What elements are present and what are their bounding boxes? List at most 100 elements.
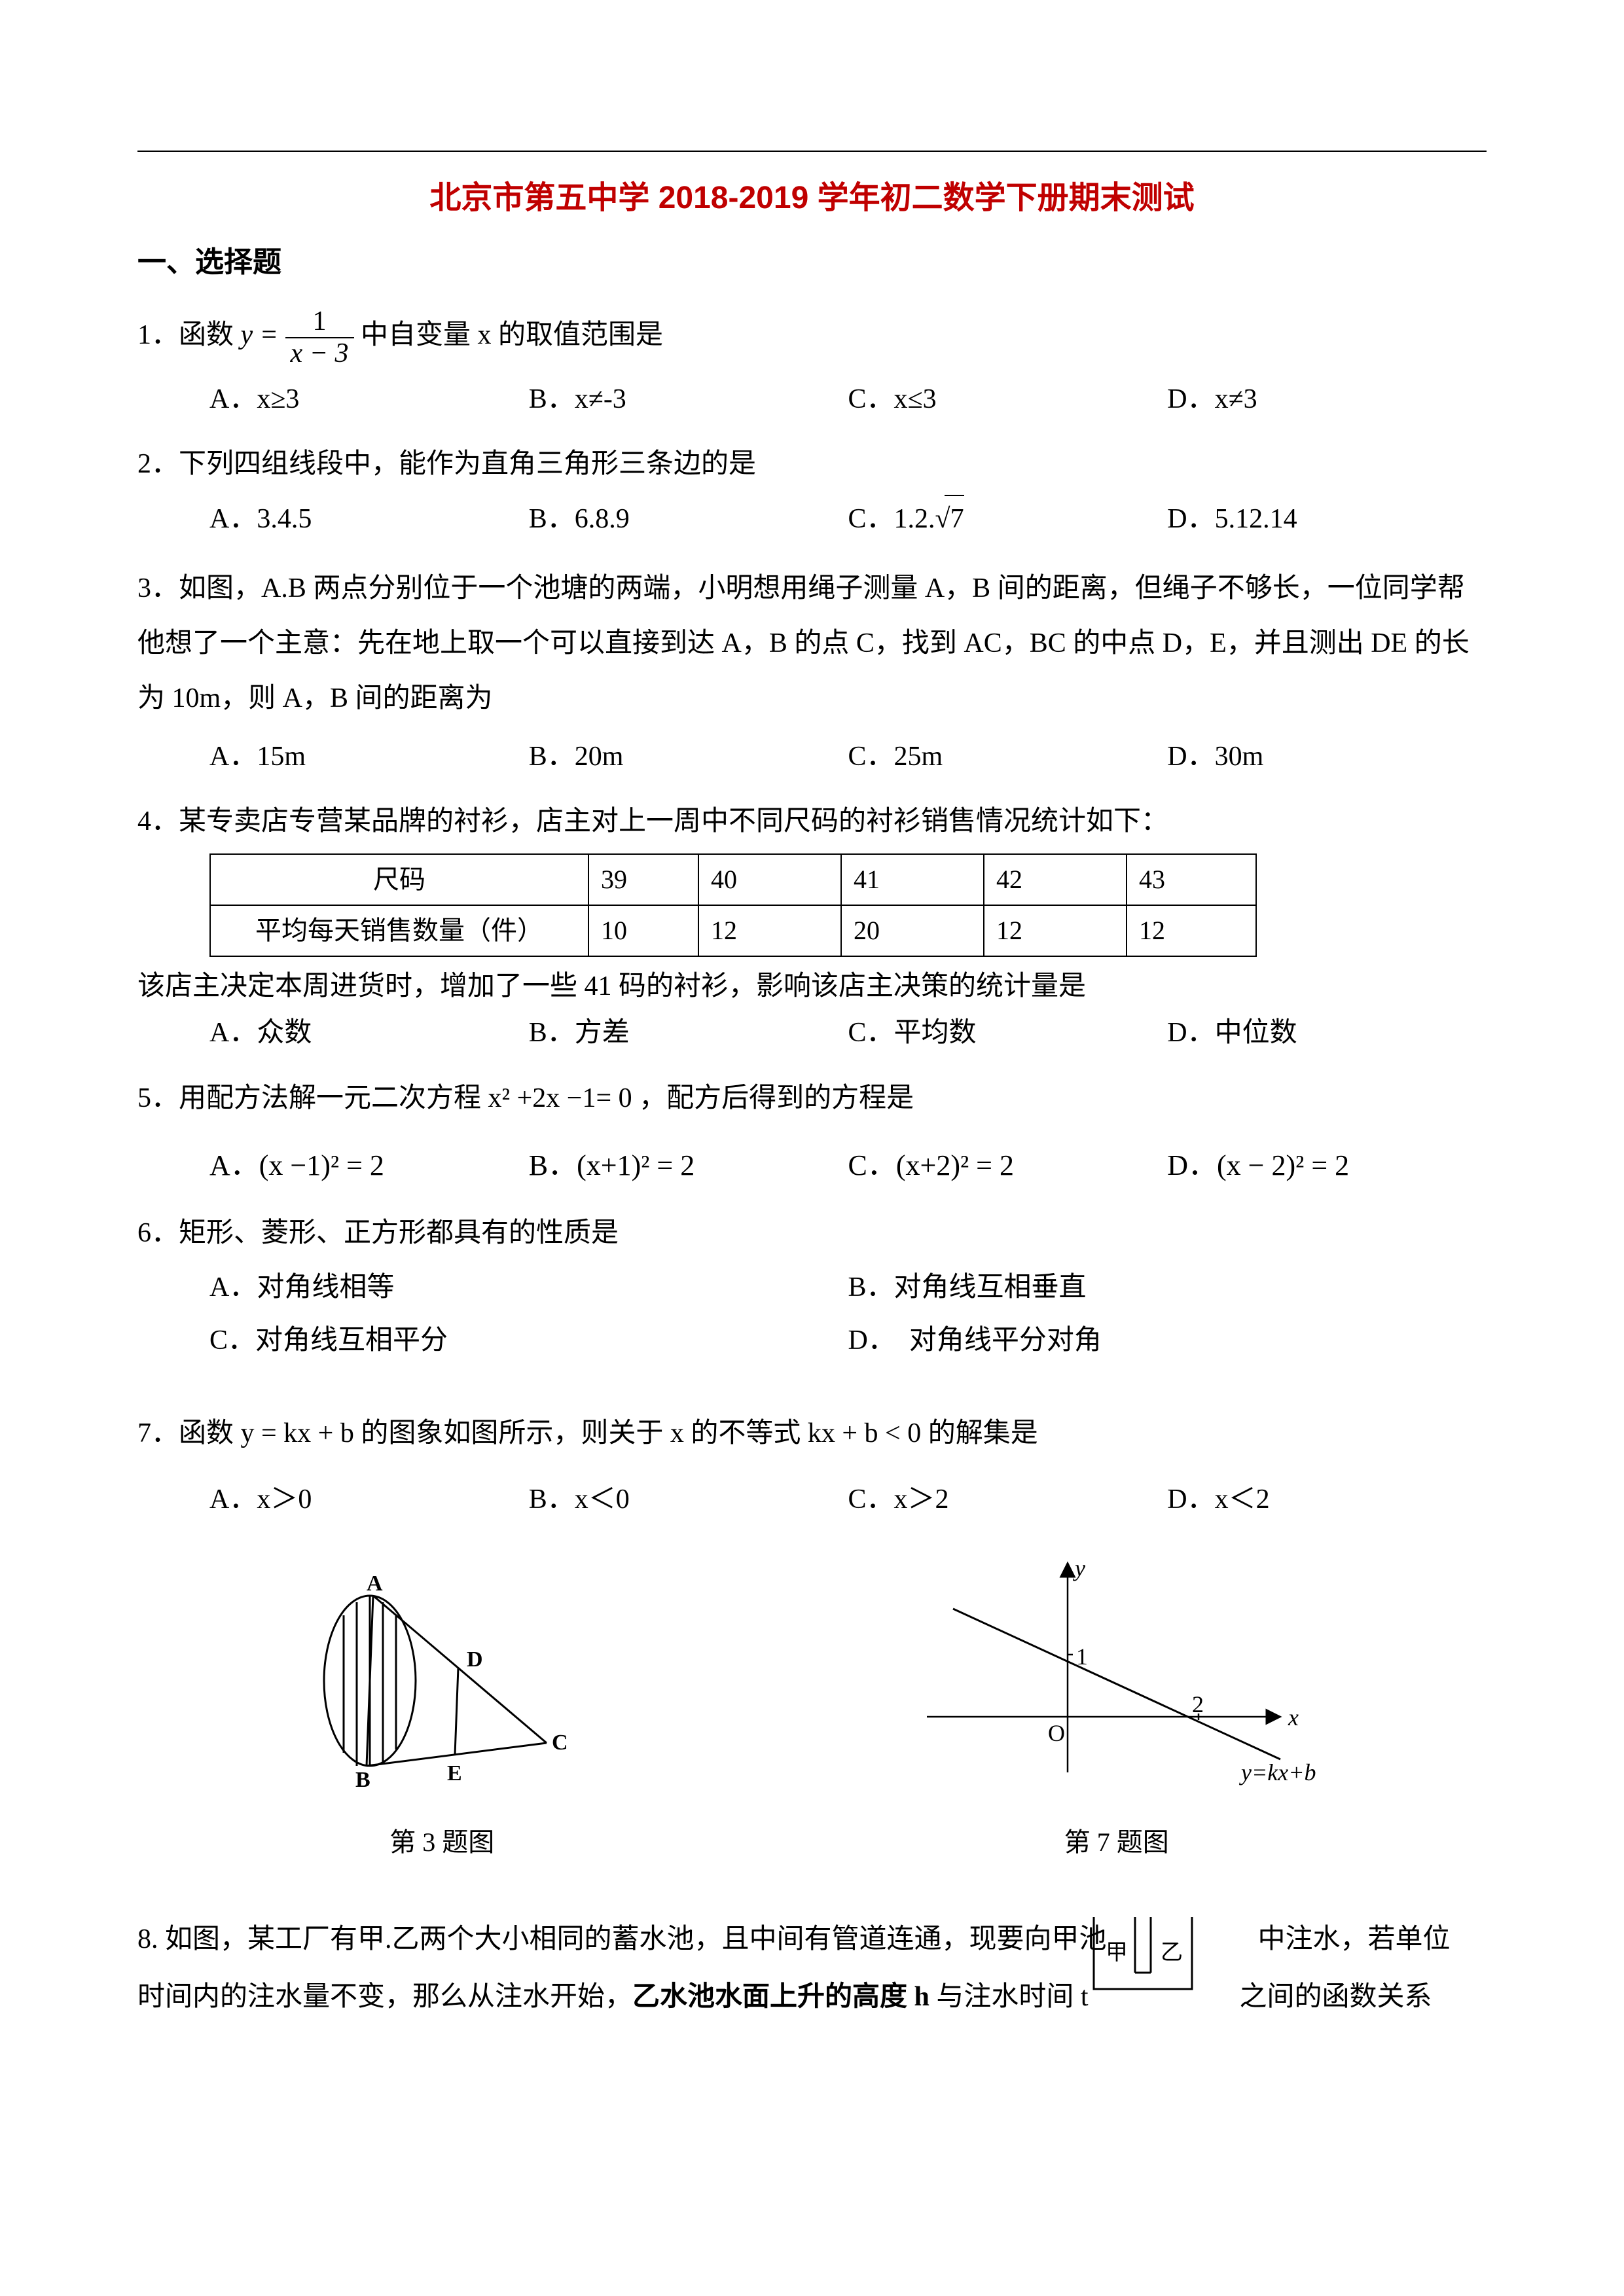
q4-r1c6: 43 (1127, 854, 1256, 905)
fig3-label-c: C (552, 1731, 568, 1755)
fig7-container: y x O 1 2 y=kx+b 第 7 题图 (914, 1550, 1320, 1865)
q6-opt-a: A．对角线相等 (209, 1265, 848, 1311)
q1-y: y (241, 320, 253, 350)
q2-opt-d: D．5.12.14 (1167, 496, 1487, 543)
q5-opt-b: B．(x+1)² = 2 (529, 1141, 848, 1191)
q4-r2c3: 12 (698, 905, 841, 956)
q1-fraction: 1 x − 3 (285, 306, 354, 368)
section-heading: 一、选择题 (137, 238, 1487, 287)
q1-den: x − 3 (285, 338, 354, 368)
q8-l2-pre: 时间内的注水量不变，那么从注水开始，乙水池水面上升的高度 h 与注水时间 t (137, 1982, 1089, 2012)
q7-opt-b: B．x＜0 (529, 1477, 848, 1523)
fig7-label-o: O (1048, 1720, 1065, 1746)
question-4: 4．某专卖店专营某品牌的衬衫，店主对上一周中不同尺码的衬衫销售情况统计如下： 尺… (137, 798, 1487, 1056)
q1-eq: = (260, 320, 285, 350)
q6-stem: 6．矩形、菱形、正方形都具有的性质是 (137, 1210, 1487, 1257)
q7-stem: 7．函数 y = kx + b 的图象如图所示，则关于 x 的不等式 kx + … (137, 1410, 1487, 1457)
q1-opt-d: D．x≠3 (1167, 376, 1487, 423)
q6-opt-d: D． 对角线平分对角 (848, 1318, 1487, 1364)
q3-opt-c: C．25m (848, 734, 1168, 780)
q4-r2c2: 10 (588, 905, 698, 956)
page-title: 北京市第五中学 2018-2019 学年初二数学下册期末测试 (137, 171, 1487, 225)
q3-stem: 3．如图，A.B 两点分别位于一个池塘的两端，小明想用绳子测量 A，B 间的距离… (137, 561, 1487, 726)
question-6: 6．矩形、菱形、正方形都具有的性质是 A．对角线相等 B．对角线互相垂直 C．对… (137, 1210, 1487, 1371)
q2-opt-b: B．6.8.9 (529, 496, 848, 543)
q7-options: A．x＞0 B．x＜0 C．x＞2 D．x＜2 (137, 1477, 1487, 1523)
q1-opt-b: B．x≠-3 (529, 376, 848, 423)
q1-opt-a: A．x≥3 (209, 376, 529, 423)
q8-l1-pre: 8. 如图，某工厂有甲.乙两个大小相同的蓄水池，且中间有管道连通，现要向甲池 (137, 1924, 1107, 1954)
question-5: 5．用配方法解一元二次方程 x² +2x −1= 0 ，配方后得到的方程是 A．… (137, 1075, 1487, 1191)
q4-stem: 4．某专卖店专营某品牌的衬衫，店主对上一周中不同尺码的衬衫销售情况统计如下： (137, 798, 1487, 845)
q5-opt-a: A．(x −1)² = 2 (209, 1141, 529, 1191)
q3-opt-a: A．15m (209, 734, 529, 780)
q5-opt-c: C．(x+2)² = 2 (848, 1141, 1168, 1191)
figure-3: A B C D E (304, 1576, 579, 1792)
q4-r1c1: 尺码 (210, 854, 588, 905)
q6-options: A．对角线相等 B．对角线互相垂直 C．对角线互相平分 D． 对角线平分对角 (137, 1265, 1487, 1371)
q3-opt-b: B．20m (529, 734, 848, 780)
q6-opt-b: B．对角线互相垂直 (848, 1265, 1487, 1311)
q4-opt-d: D．中位数 (1167, 1010, 1487, 1056)
q4-table: 尺码 39 40 41 42 43 平均每天销售数量（件） 10 12 20 1… (209, 853, 1257, 957)
q2-opt-a: A．3.4.5 (209, 496, 529, 543)
q1-options: A．x≥3 B．x≠-3 C．x≤3 D．x≠3 (137, 376, 1487, 423)
question-7: 7．函数 y = kx + b 的图象如图所示，则关于 x 的不等式 kx + … (137, 1410, 1487, 1524)
question-2: 2．下列四组线段中，能作为直角三角形三条边的是 A．3.4.5 B．6.8.9 … (137, 441, 1487, 543)
q4-r2c6: 12 (1127, 905, 1256, 956)
q5-opt-d: D．(x − 2)² = 2 (1167, 1141, 1487, 1191)
q1-opt-c: C．x≤3 (848, 376, 1168, 423)
q4-opt-a: A．众数 (209, 1010, 529, 1056)
q4-r1c5: 42 (984, 854, 1127, 905)
q4-r2c1: 平均每天销售数量（件） (210, 905, 588, 956)
q4-r2c5: 12 (984, 905, 1127, 956)
q3-options: A．15m B．20m C．25m D．30m (137, 734, 1487, 780)
q8-pool-left: 甲 (1106, 1941, 1128, 1965)
q4-r1c4: 41 (841, 854, 984, 905)
fig3-container: A B C D E 第 3 题图 (304, 1576, 579, 1865)
fig3-caption: 第 3 题图 (304, 1820, 579, 1865)
q5-stem: 5．用配方法解一元二次方程 x² +2x −1= 0 ，配方后得到的方程是 (137, 1075, 1487, 1122)
q2-c-sqrt: √7 (935, 504, 964, 534)
q1-post: 中自变量 x 的取值范围是 (361, 320, 663, 350)
q7-opt-c: C．x＞2 (848, 1477, 1168, 1523)
figure-7: y x O 1 2 y=kx+b (914, 1550, 1320, 1792)
q4-r1c2: 39 (588, 854, 698, 905)
q8-pool-right: 乙 (1161, 1941, 1183, 1965)
q5-options: A．(x −1)² = 2 B．(x+1)² = 2 C．(x+2)² = 2 … (137, 1141, 1487, 1191)
q2-c-pre: C．1.2. (848, 504, 935, 534)
q1-num: 1 (285, 306, 354, 338)
q2-options: A．3.4.5 B．6.8.9 C．1.2.√7 D．5.12.14 (137, 496, 1487, 543)
q6-opt-c: C．对角线互相平分 (209, 1318, 848, 1364)
question-1: 1．函数 y = 1 x − 3 中自变量 x 的取值范围是 A．x≥3 B．x… (137, 306, 1487, 423)
question-8: 甲 乙 8. 如图，某工厂有甲.乙两个大小相同的蓄水池，且中间有管道连通，现要向… (137, 1910, 1487, 2026)
table-row: 尺码 39 40 41 42 43 (210, 854, 1256, 905)
q8-diagram: 甲 乙 (1087, 1910, 1199, 2017)
q4-opt-c: C．平均数 (848, 1010, 1168, 1056)
q8-text: 8. 如图，某工厂有甲.乙两个大小相同的蓄水池，且中间有管道连通，现要向甲池 中… (137, 1910, 1487, 2026)
q2-stem: 2．下列四组线段中，能作为直角三角形三条边的是 (137, 441, 1487, 488)
fig7-caption: 第 7 题图 (914, 1820, 1320, 1865)
fig7-label-x: x (1288, 1704, 1299, 1731)
fig7-label-y: y (1073, 1555, 1085, 1581)
fig3-label-e: E (447, 1761, 462, 1785)
q1-stem: 1．函数 y = 1 x − 3 中自变量 x 的取值范围是 (137, 306, 1487, 368)
fig3-label-a: A (367, 1576, 383, 1596)
q4-options: A．众数 B．方差 C．平均数 D．中位数 (137, 1010, 1487, 1056)
table-row: 平均每天销售数量（件） 10 12 20 12 12 (210, 905, 1256, 956)
question-3: 3．如图，A.B 两点分别位于一个池塘的两端，小明想用绳子测量 A，B 间的距离… (137, 561, 1487, 780)
q3-opt-d: D．30m (1167, 734, 1487, 780)
fig7-label-eq: y=kx+b (1239, 1759, 1316, 1785)
figures-row: A B C D E 第 3 题图 (137, 1550, 1487, 1865)
q4-opt-b: B．方差 (529, 1010, 848, 1056)
top-rule (137, 151, 1487, 152)
fig7-label-1: 1 (1076, 1643, 1088, 1670)
fig7-label-2: 2 (1192, 1691, 1204, 1717)
fig3-label-b: B (355, 1768, 370, 1792)
q4-r2c4: 20 (841, 905, 984, 956)
q7-opt-d: D．x＜2 (1167, 1477, 1487, 1523)
q2-opt-c: C．1.2.√7 (848, 496, 1168, 543)
q4-after: 该店主决定本周进货时，增加了一些 41 码的衬衫，影响该店主决策的统计量是 (137, 963, 1487, 1010)
fig3-label-d: D (467, 1647, 483, 1672)
q1-pre: 1．函数 (137, 320, 241, 350)
